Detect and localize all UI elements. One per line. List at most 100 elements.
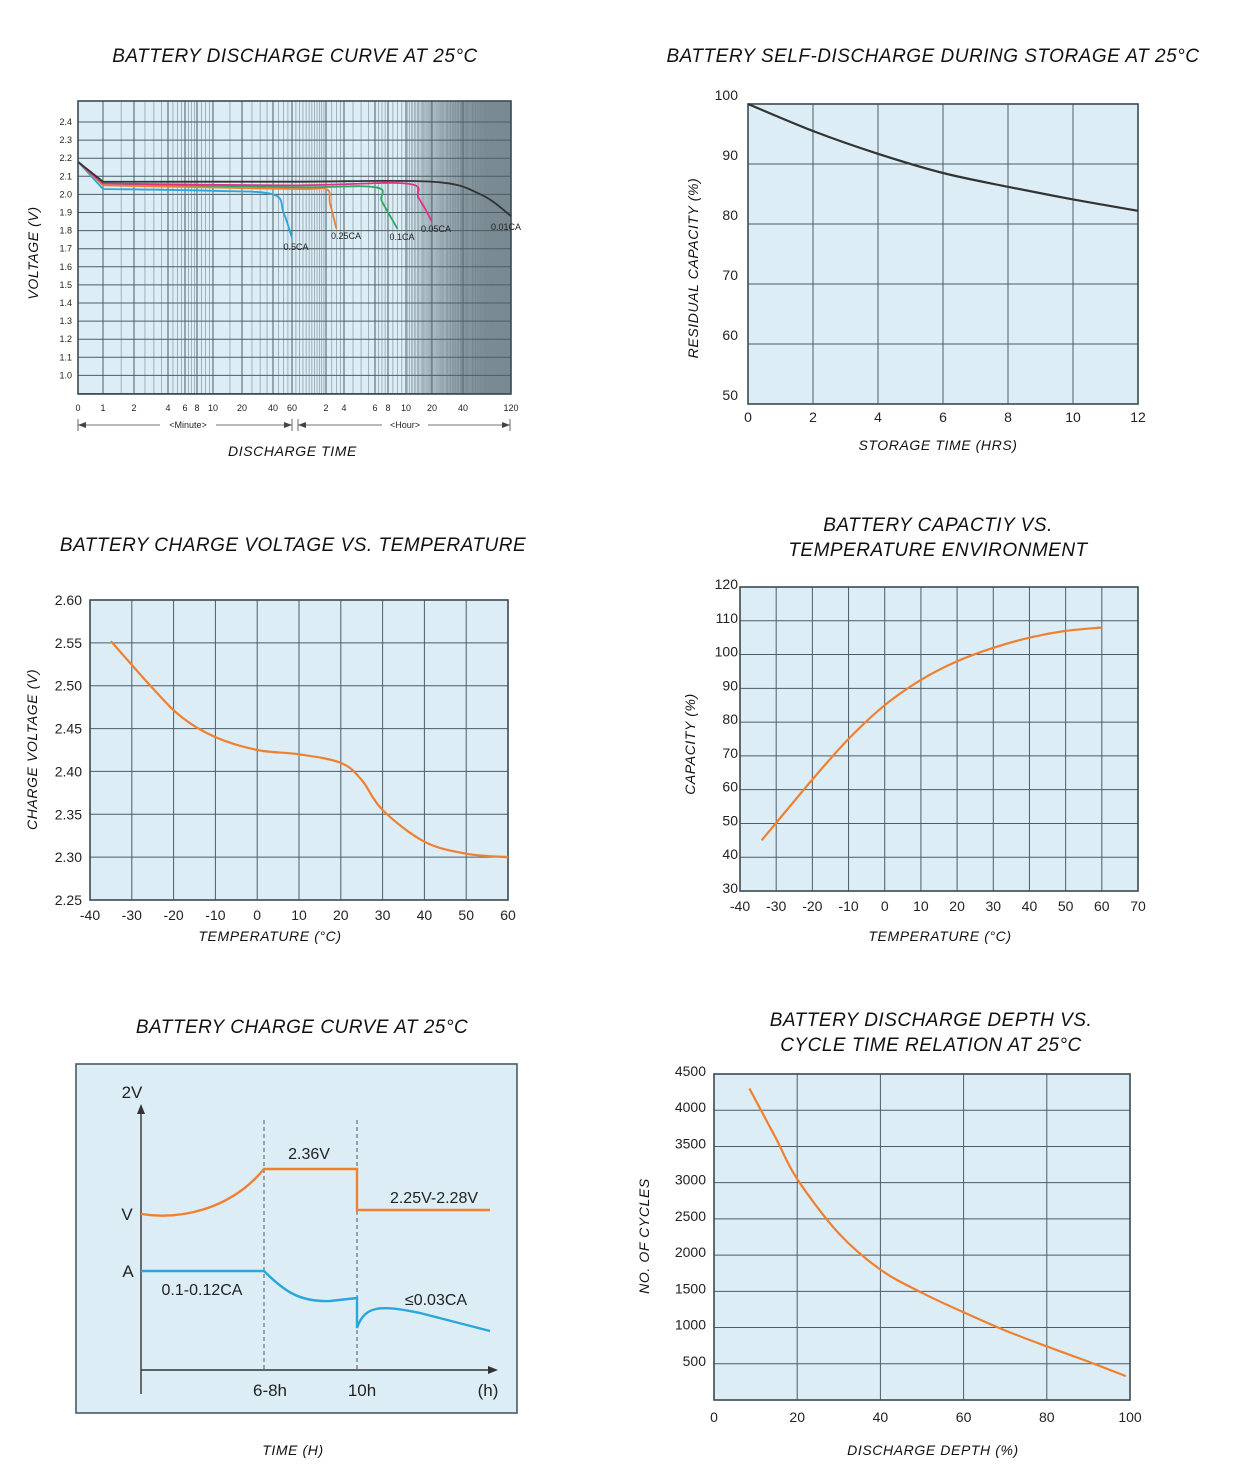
- x-tick-label: 8: [1004, 409, 1012, 425]
- y-tick-label: 500: [683, 1353, 707, 1369]
- label-bg: [382, 419, 428, 431]
- x-tick-label: 40: [873, 1409, 889, 1425]
- y-tick-label: 90: [722, 677, 738, 693]
- chart-title-line-1: BATTERY DISCHARGE DEPTH VS.: [769, 1010, 1093, 1031]
- x-tick-label: 120: [503, 403, 518, 413]
- capacity-temperature-chart: -40 -30 -20 -10 0 10 20 30 40 50 60 70 120 110 100 90 80…: [715, 576, 1146, 914]
- y-tick-label: 3500: [675, 1135, 706, 1151]
- arrow-head: [284, 422, 292, 428]
- x-axis-label: STORAGE TIME (HRS): [858, 437, 1018, 453]
- y-tick-label: 40: [722, 846, 738, 862]
- x-tick-label: -10: [838, 898, 858, 914]
- time-label-1: 6-8h: [253, 1381, 287, 1400]
- series-line: [748, 1087, 1127, 1378]
- y-tick-label: 2.50: [55, 678, 82, 694]
- x-tick-label: -20: [163, 907, 183, 923]
- chart-title: BATTERY DISCHARGE CURVE AT 25°C: [112, 46, 478, 67]
- y-tick-label: 1.0: [59, 370, 72, 380]
- x-axis-label: DISCHARGE TIME: [228, 443, 357, 459]
- chart-title: BATTERY CHARGE VOLTAGE VS. TEMPERATURE: [59, 535, 527, 556]
- y-tick-label: 2.35: [55, 806, 82, 822]
- y-tick-label: 50: [722, 387, 738, 403]
- x-tick-label: 10: [913, 898, 929, 914]
- x-tick-label: 60: [287, 403, 297, 413]
- series-line: [760, 626, 1102, 842]
- x-tick-label: 50: [458, 907, 474, 923]
- y-tick-label: 1500: [675, 1280, 706, 1296]
- y-tick-label: 60: [722, 327, 738, 343]
- const-current-label: 0.1-0.12CA: [162, 1282, 243, 1299]
- x-tick-label: 30: [375, 907, 391, 923]
- y-axis-arrow: [137, 1104, 145, 1114]
- x-tick-label: 6: [939, 409, 947, 425]
- x-tick-label: 6: [182, 403, 187, 413]
- capacity-temperature-panel: BATTERY CAPACTIY VS. TEMPERATURE ENVIRON…: [618, 490, 1237, 980]
- series-label: 0.5CA: [283, 242, 308, 252]
- self-discharge-panel: BATTERY SELF-DISCHARGE DURING STORAGE AT…: [618, 0, 1237, 490]
- x-tick-label: 2: [131, 403, 136, 413]
- series-line: [110, 640, 509, 859]
- x-tick-label: 100: [1118, 1409, 1142, 1425]
- x-tick-label: 0: [710, 1409, 718, 1425]
- x-tick-label: 30: [985, 898, 1001, 914]
- x-tick-label: 1: [100, 403, 105, 413]
- voltage-curve: [140, 1167, 490, 1217]
- arrow-head: [78, 422, 86, 428]
- charge-voltage-chart: -40 -30 -20 -10 0 10 20 30 40 50 60 2.60 2.55 2.50 2.4…: [55, 592, 516, 923]
- series-line: [77, 161, 293, 239]
- x-tick-label: -40: [80, 907, 100, 923]
- y-tick-label: 1.7: [59, 244, 72, 254]
- x-axis-arrow: [488, 1366, 498, 1374]
- y-top-label: 2V: [122, 1083, 143, 1102]
- x-tick-label: 10: [291, 907, 307, 923]
- x-tick-label: 8: [385, 403, 390, 413]
- chart-title-line-2: CYCLE TIME RELATION AT 25°C: [780, 1035, 1082, 1056]
- x-tick-label: 0: [75, 403, 80, 413]
- y-tick-label: 1.2: [59, 334, 72, 344]
- time-label-2: 10h: [348, 1381, 376, 1400]
- time-unit-label: (h): [478, 1381, 499, 1400]
- y-tick-label: 2.0: [59, 189, 72, 199]
- y-tick-label: 1.9: [59, 208, 72, 218]
- x-tick-label: 8: [194, 403, 199, 413]
- x-tick-label: 40: [1022, 898, 1038, 914]
- y-tick-label: 70: [722, 745, 738, 761]
- x-tick-label: 4: [341, 403, 346, 413]
- discharge-chart: 2.4 2.3 2.2 2.1 2.0 1.9 1.8 1.7 1.6 1.5 1.4 1.3 1.2 1…: [59, 100, 521, 431]
- x-tick-label: 0: [253, 907, 261, 923]
- charge-voltage-panel: BATTERY CHARGE VOLTAGE VS. TEMPERATURE C…: [0, 490, 618, 980]
- hour-label: <Hour>: [390, 420, 420, 430]
- x-tick-label: 20: [427, 403, 437, 413]
- series-line: [747, 102, 1139, 212]
- series-label: 0.1CA: [389, 232, 414, 242]
- x-tick-label: 0: [881, 898, 889, 914]
- x-tick-label: -40: [730, 898, 750, 914]
- arrow-head: [298, 422, 306, 428]
- x-tick-label: 40: [417, 907, 433, 923]
- x-axis-label: TEMPERATURE (°C): [198, 928, 342, 944]
- x-tick-label: -30: [766, 898, 786, 914]
- plot-area: [78, 101, 511, 394]
- depth-cycles-panel: BATTERY DISCHARGE DEPTH VS. CYCLE TIME R…: [618, 980, 1237, 1478]
- chart-title: BATTERY CHARGE CURVE AT 25°C: [135, 1017, 469, 1038]
- y-tick-label: 30: [722, 880, 738, 896]
- x-tick-label: -10: [205, 907, 225, 923]
- x-tick-label: 20: [949, 898, 965, 914]
- x-tick-label: 12: [1130, 409, 1146, 425]
- plot-frame: [739, 586, 1139, 892]
- y-tick-label: 80: [722, 711, 738, 727]
- y-tick-label: 2.3: [59, 135, 72, 145]
- x-tick-label: 10: [1065, 409, 1081, 425]
- plot-frame: [89, 599, 509, 901]
- float-current-label: ≤0.03CA: [405, 1292, 467, 1309]
- x-tick-label: 20: [789, 1409, 805, 1425]
- chart-title-line-1: BATTERY CAPACTIY VS.: [823, 515, 1053, 536]
- x-tick-label: 10: [401, 403, 411, 413]
- x-tick-label: 20: [237, 403, 247, 413]
- y-tick-label: 2.55: [55, 635, 82, 651]
- y-tick-label: 60: [722, 779, 738, 795]
- x-tick-label: 20: [333, 907, 349, 923]
- y-tick-label: 90: [722, 147, 738, 163]
- plot-frame: [713, 1073, 1131, 1401]
- x-tick-label: 2: [323, 403, 328, 413]
